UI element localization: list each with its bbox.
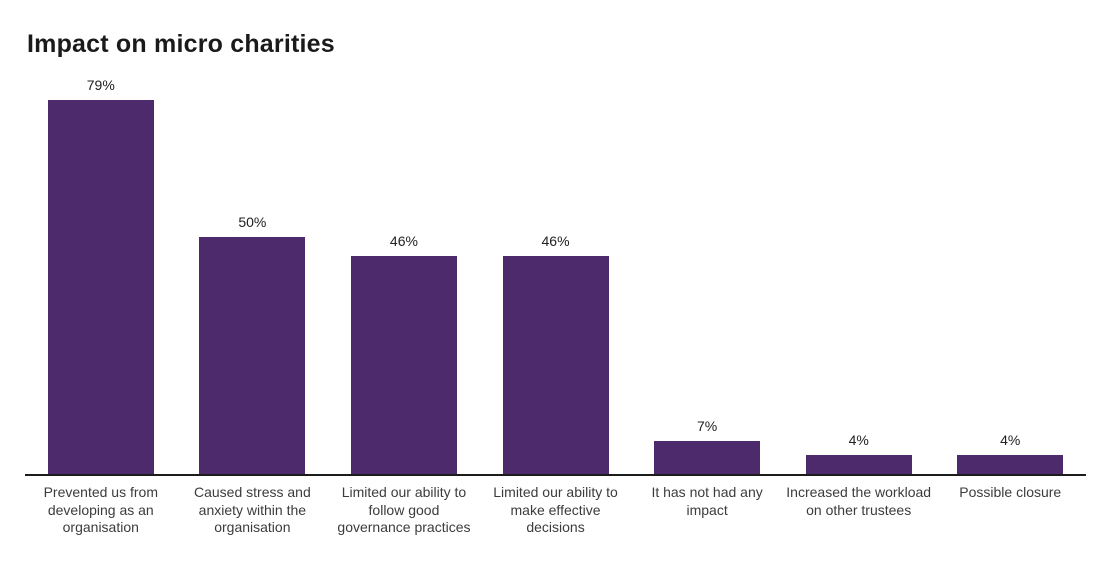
bar xyxy=(805,455,912,474)
x-axis-category-label: Limited our ability to follow good gover… xyxy=(337,484,471,535)
bar xyxy=(654,440,761,474)
bar-column: 46% xyxy=(480,0,632,474)
x-axis-category-label: Caused stress and anxiety within the org… xyxy=(194,484,311,535)
bar-value-label: 46% xyxy=(389,233,418,249)
bars-row: 79% 50% 46% 46% 7% 4% 4% xyxy=(25,0,1086,474)
bar-value-label: 46% xyxy=(541,233,570,249)
x-axis-category-label: Possible closure xyxy=(959,484,1062,500)
bar-column: 4% xyxy=(934,0,1086,474)
bar-column: 7% xyxy=(631,0,783,474)
x-axis-category-label: Increased the workload on other trustees xyxy=(786,484,932,518)
bar xyxy=(502,256,609,474)
bar xyxy=(957,455,1064,474)
x-axis-category-label: It has not had any impact xyxy=(651,484,763,518)
bar xyxy=(350,256,457,474)
bar xyxy=(199,237,306,474)
bar xyxy=(47,99,154,474)
x-axis-category-label: Limited our ability to make effective de… xyxy=(493,484,618,535)
bar-column: 50% xyxy=(177,0,329,474)
bar-value-label: 4% xyxy=(848,432,869,448)
x-axis-category-label: Prevented us from developing as an organ… xyxy=(43,484,158,535)
bar-value-label: 79% xyxy=(86,76,115,93)
bar-value-label: 4% xyxy=(1000,432,1021,448)
bar-value-label: 7% xyxy=(696,417,718,434)
bar-column: 79% xyxy=(25,0,177,474)
bar-column: 46% xyxy=(328,0,480,474)
x-axis-labels: Prevented us from developing as an organ… xyxy=(25,484,1086,537)
bar-value-label: 50% xyxy=(238,214,267,230)
plot-area: 79% 50% 46% 46% 7% 4% 4% Prevented us fr… xyxy=(25,0,1086,535)
bar-column: 4% xyxy=(783,0,935,474)
chart-title: Impact on micro charities xyxy=(27,30,335,58)
